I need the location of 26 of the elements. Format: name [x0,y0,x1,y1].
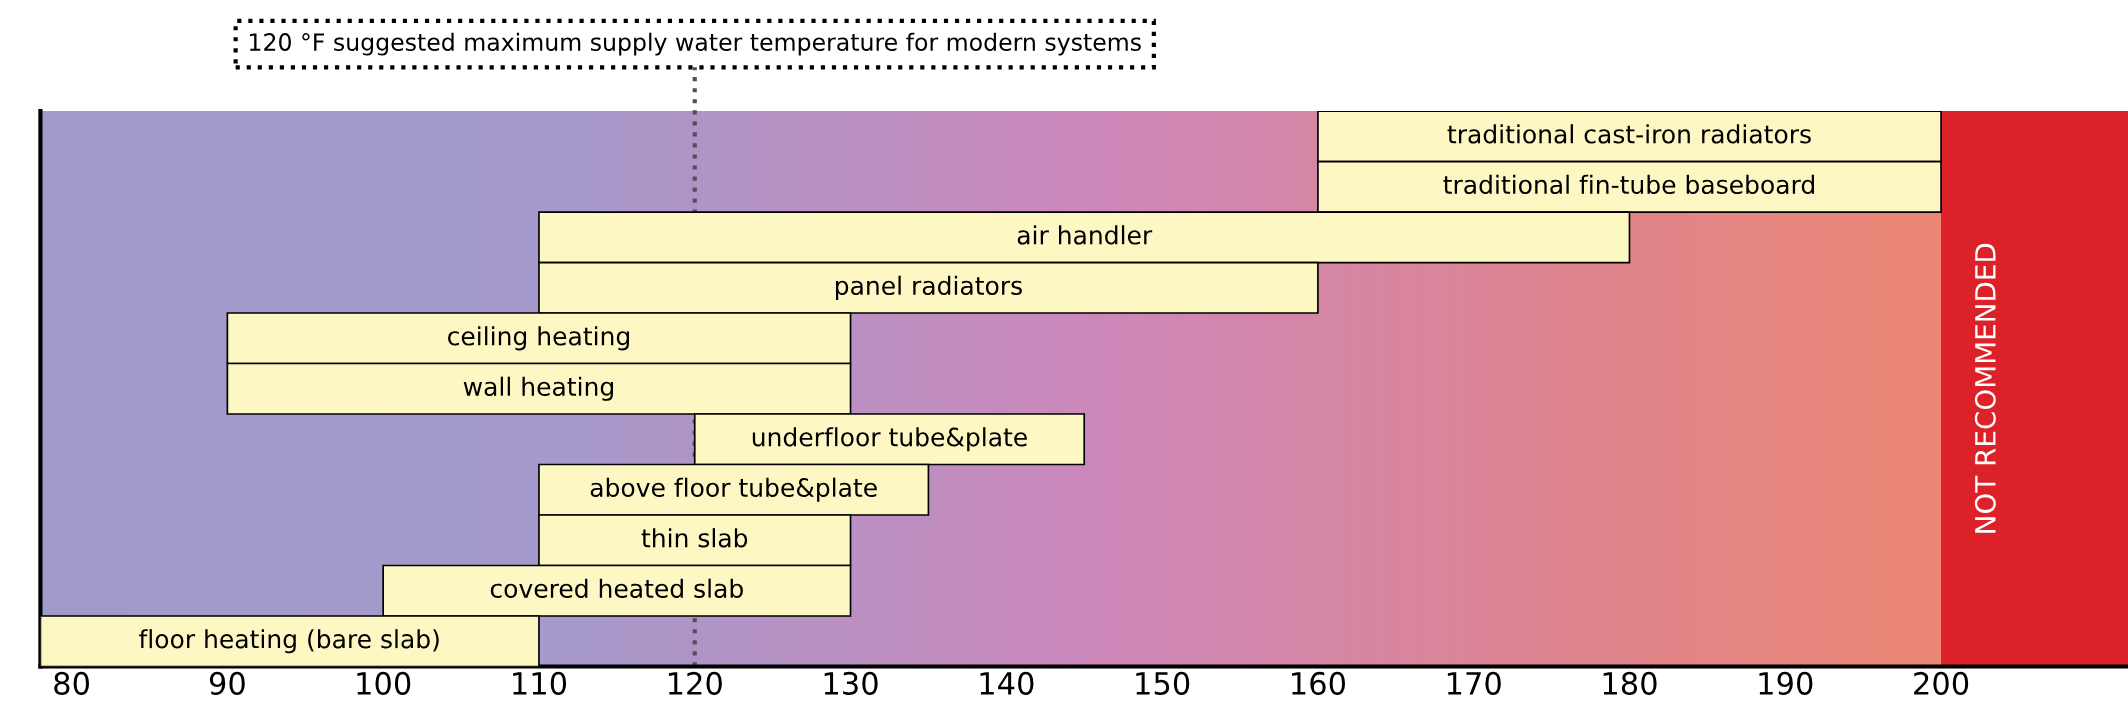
y-tick-label: underfloor tube&plate [752,427,1027,452]
x-tick-label: 160 [1292,671,1346,695]
y-tick-label: wall heating [463,376,613,401]
band-label: NOT RECOMMENDED [1974,243,1996,533]
y-tick-label: air handler [1017,225,1153,245]
x-tick-label: 80 [54,671,89,695]
x-tick-label: 140 [980,671,1034,695]
y-tick-label: thin slab [641,528,748,548]
x-tick-label: 190 [1759,671,1813,695]
y-tick-label: panel radiators [835,275,1022,300]
x-tick-label: 180 [1603,671,1657,695]
x-tick-label: 170 [1447,671,1501,695]
y-tick-label: traditional fin-tube baseboard [1443,174,1814,195]
x-tick-label: 200 [1914,671,1969,695]
y-tick-label: covered heated slab [490,578,743,598]
x-tick-label: 90 [209,671,245,695]
x-tick-label: 120 [668,671,722,695]
x-tick-label: 110 [513,671,567,695]
x-tick-label: 130 [824,671,878,695]
y-tick-label: ceiling heating [448,326,629,351]
y-tick-label: traditional cast-iron radiators [1447,124,1811,144]
x-tick-label: 150 [1136,671,1190,695]
y-tick-label: floor heating (bare slab) [139,629,439,654]
x-tick-label: 100 [357,671,411,695]
y-tick-label: above floor tube&plate [590,477,877,502]
ref-line-label: 120 °F suggested maximum supply water temperature for modern systems [250,32,1141,56]
